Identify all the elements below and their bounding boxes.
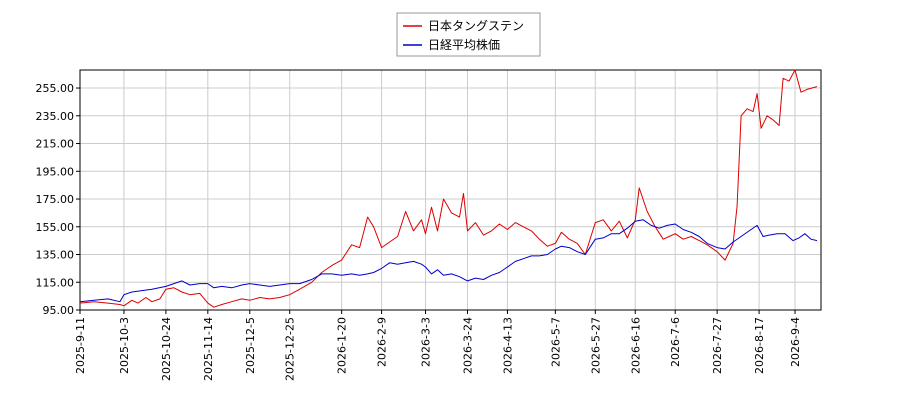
y-tick-label: 195.00 — [36, 165, 75, 178]
x-axis: 2025-9-11 2025-10-3 2025-10-24 2025-11-14 20… — [74, 310, 802, 381]
x-tick-label: 2025-10-3 — [118, 317, 131, 374]
x-tick-label: 2026-2-9 — [376, 317, 389, 367]
y-tick-label: 175.00 — [36, 193, 75, 206]
plot-frame — [79, 69, 822, 311]
x-tick-label: 2026-6-16 — [629, 317, 642, 374]
x-tick-label: 2025-9-11 — [74, 317, 87, 374]
x-tick-label: 2026-5-27 — [589, 317, 602, 374]
legend-label-series-1: 日本タングステン — [428, 19, 524, 33]
y-tick-label: 215.00 — [36, 138, 75, 151]
x-tick-label: 2026-3-3 — [420, 317, 433, 367]
y-tick-label: 135.00 — [36, 249, 75, 262]
legend-label-series-2: 日経平均株価 — [428, 37, 500, 52]
y-axis: 95.00 115.00 135.00 155.00 175.00 195.00 215.0… — [36, 82, 80, 317]
series-line-2 — [79, 219, 818, 303]
x-tick-label: 2026-8-17 — [753, 317, 766, 374]
y-tick-label: 155.00 — [36, 221, 75, 234]
x-tick-label: 2025-12-25 — [284, 317, 297, 381]
x-tick-label: 2026-7-27 — [711, 317, 724, 374]
y-tick-label: 255.00 — [36, 82, 75, 95]
legend-box — [396, 12, 541, 57]
series-line-1 — [79, 69, 818, 308]
x-tick-label: 2026-5-7 — [549, 317, 562, 367]
series-layer — [79, 69, 818, 308]
y-tick-label: 235.00 — [36, 110, 75, 123]
x-tick-label: 2026-4-13 — [501, 317, 514, 374]
legend: 日本タングステン 日経平均株価 — [396, 12, 541, 57]
x-tick-label: 2026-9-4 — [789, 317, 802, 367]
grid-lines — [79, 70, 821, 311]
y-tick-label: 115.00 — [36, 276, 75, 289]
x-tick-label: 2026-7-6 — [669, 317, 682, 367]
x-tick-label: 2025-10-24 — [160, 317, 173, 381]
x-tick-label: 2026-3-24 — [461, 317, 474, 374]
x-tick-label: 2025-12-5 — [244, 317, 257, 374]
x-tick-label: 2026-1-20 — [336, 317, 349, 374]
x-tick-label: 2025-11-14 — [202, 317, 215, 381]
y-tick-label: 95.00 — [43, 304, 75, 317]
